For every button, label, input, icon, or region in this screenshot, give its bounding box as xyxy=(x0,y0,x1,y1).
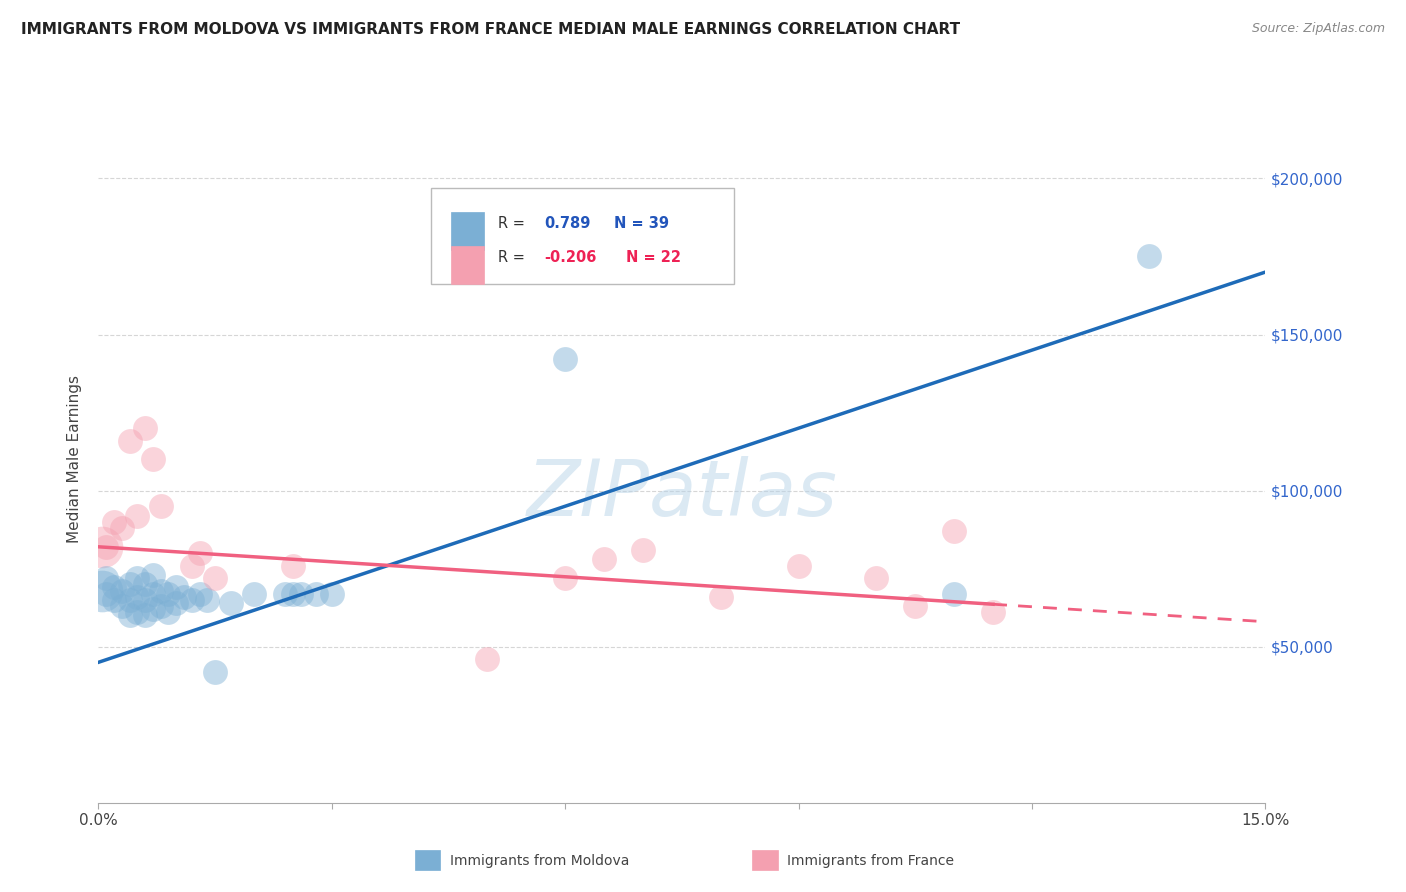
Point xyxy=(904,599,927,614)
Point xyxy=(281,558,304,573)
Point xyxy=(111,521,134,535)
Point xyxy=(305,587,328,601)
Text: Immigrants from France: Immigrants from France xyxy=(787,854,955,868)
Point xyxy=(142,587,165,601)
Point xyxy=(321,587,343,601)
Text: Immigrants from Moldova: Immigrants from Moldova xyxy=(450,854,630,868)
Point xyxy=(96,587,118,601)
Point xyxy=(149,599,172,614)
Text: R =: R = xyxy=(498,216,529,230)
Point xyxy=(243,587,266,601)
Text: R =: R = xyxy=(498,250,529,265)
Point xyxy=(787,558,810,573)
Point xyxy=(290,587,312,601)
Text: -0.206: -0.206 xyxy=(544,250,596,265)
Point xyxy=(142,452,165,467)
FancyBboxPatch shape xyxy=(451,212,484,250)
Point xyxy=(943,587,966,601)
Point xyxy=(710,590,733,604)
Point xyxy=(134,421,156,435)
Point xyxy=(149,583,172,598)
Text: N = 22: N = 22 xyxy=(626,250,681,265)
Point xyxy=(157,587,180,601)
Point xyxy=(865,571,887,585)
Point xyxy=(173,590,195,604)
Point xyxy=(134,593,156,607)
Point xyxy=(111,599,134,614)
Point xyxy=(1137,250,1160,264)
Point xyxy=(96,540,118,554)
Point xyxy=(134,608,156,623)
Point xyxy=(127,508,149,523)
FancyBboxPatch shape xyxy=(432,188,734,285)
Point xyxy=(593,552,616,566)
Point xyxy=(127,606,149,620)
Text: ZIPatlas: ZIPatlas xyxy=(526,456,838,532)
Point xyxy=(204,571,226,585)
Point xyxy=(134,577,156,591)
Point xyxy=(127,590,149,604)
Point xyxy=(103,581,125,595)
Point xyxy=(127,571,149,585)
Point xyxy=(142,602,165,616)
Point xyxy=(165,596,187,610)
FancyBboxPatch shape xyxy=(451,246,484,285)
Point xyxy=(111,583,134,598)
Point xyxy=(118,577,141,591)
Point xyxy=(274,587,297,601)
Point xyxy=(554,352,576,367)
Point xyxy=(91,540,114,554)
Point xyxy=(554,571,576,585)
Text: IMMIGRANTS FROM MOLDOVA VS IMMIGRANTS FROM FRANCE MEDIAN MALE EARNINGS CORRELATI: IMMIGRANTS FROM MOLDOVA VS IMMIGRANTS FR… xyxy=(21,22,960,37)
Point xyxy=(631,542,654,557)
Y-axis label: Median Male Earnings: Median Male Earnings xyxy=(67,376,83,543)
Point xyxy=(188,546,211,560)
Point xyxy=(96,571,118,585)
Point xyxy=(157,606,180,620)
Text: Source: ZipAtlas.com: Source: ZipAtlas.com xyxy=(1251,22,1385,36)
Point xyxy=(118,434,141,448)
Point xyxy=(477,652,499,666)
Point xyxy=(91,583,114,598)
Point xyxy=(180,593,202,607)
Point xyxy=(195,593,218,607)
Point xyxy=(281,587,304,601)
Point xyxy=(118,593,141,607)
Point xyxy=(188,587,211,601)
Point xyxy=(118,608,141,623)
Text: N = 39: N = 39 xyxy=(614,216,669,230)
Point xyxy=(943,524,966,539)
Point xyxy=(103,515,125,529)
Point xyxy=(981,606,1004,620)
Point xyxy=(204,665,226,679)
Point xyxy=(149,500,172,514)
Point xyxy=(165,581,187,595)
Point xyxy=(180,558,202,573)
Point xyxy=(142,568,165,582)
Point xyxy=(103,593,125,607)
Point xyxy=(219,596,242,610)
Text: 0.789: 0.789 xyxy=(544,216,591,230)
